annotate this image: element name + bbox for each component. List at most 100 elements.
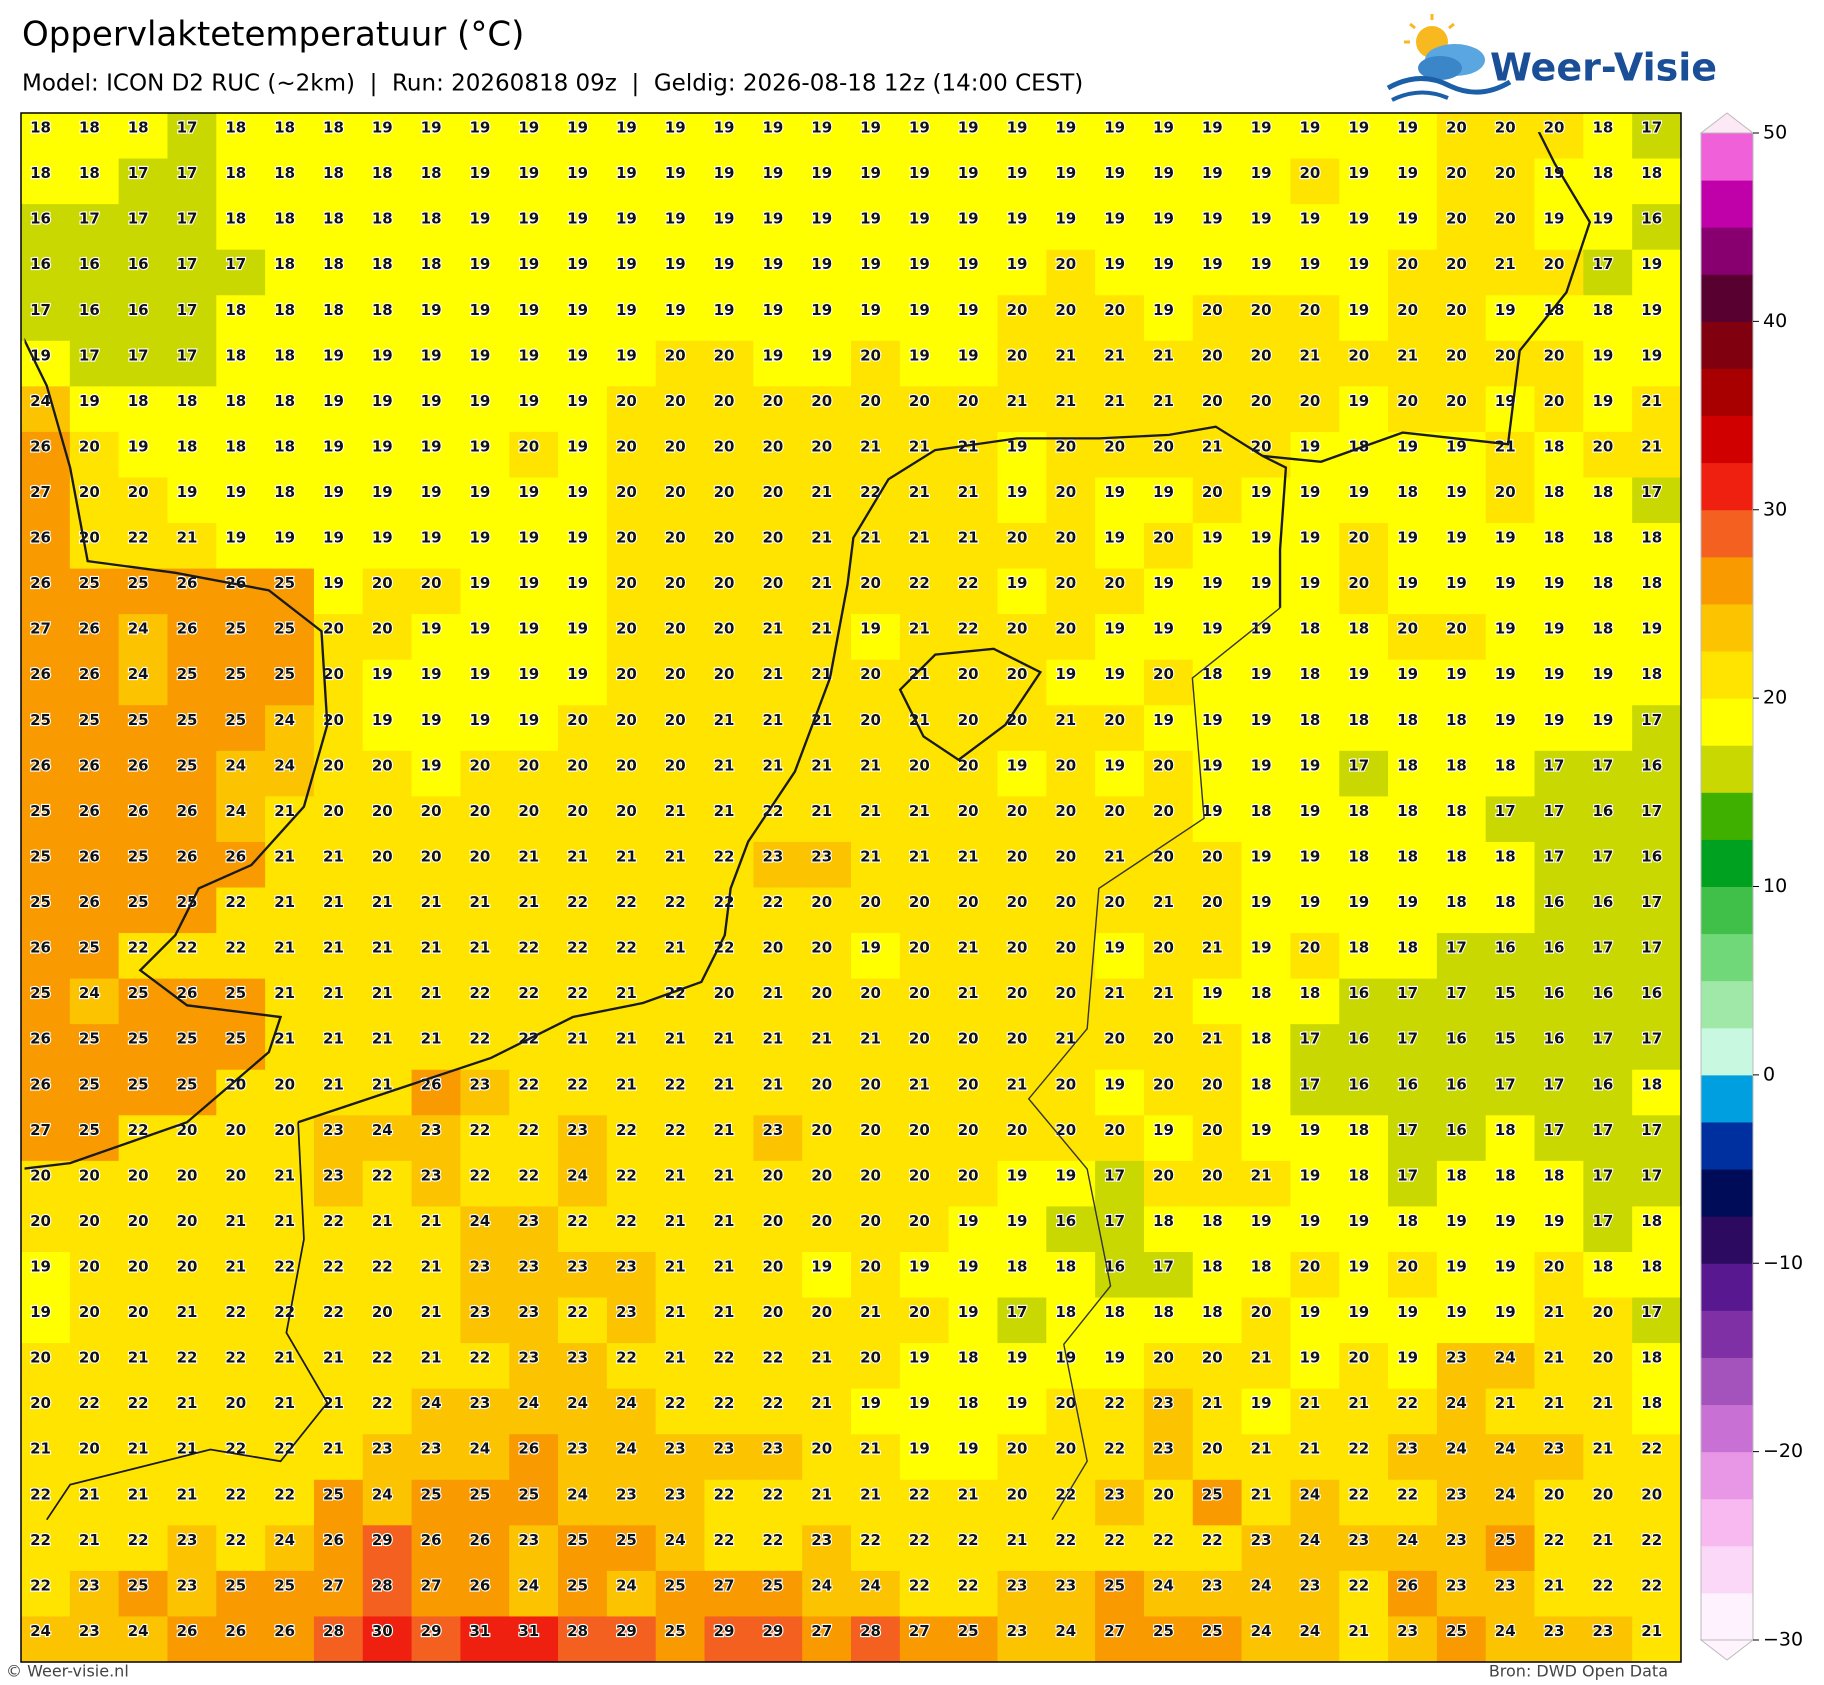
temp-cell <box>509 1343 559 1390</box>
temp-label: 23 <box>811 847 832 865</box>
temp-cell <box>753 1251 803 1299</box>
temp-label: 20 <box>909 756 930 774</box>
temp-label: 18 <box>958 1394 979 1412</box>
temp-cell <box>558 1160 608 1208</box>
temp-label: 22 <box>665 1121 686 1139</box>
temp-label: 19 <box>421 483 442 501</box>
temp-cell <box>899 614 950 661</box>
temp-label: 22 <box>616 1349 637 1367</box>
temp-cell <box>362 1479 413 1526</box>
temp-cell <box>802 1343 852 1390</box>
temp-cell <box>1632 1434 1681 1481</box>
temp-cell <box>118 568 169 615</box>
temp-cell <box>753 249 803 296</box>
temp-label: 19 <box>1007 1349 1028 1367</box>
temp-label: 21 <box>372 984 393 1002</box>
temp-label: 24 <box>1300 1622 1321 1640</box>
temp-label: 20 <box>714 529 735 547</box>
temp-label: 19 <box>1104 1349 1125 1367</box>
temp-label: 19 <box>1251 620 1272 638</box>
temp-cell <box>802 1570 852 1618</box>
temp-cell <box>1339 1479 1389 1526</box>
temp-label: 19 <box>1397 893 1418 911</box>
temp-label: 21 <box>811 529 832 547</box>
temp-label: 18 <box>1495 1166 1516 1184</box>
temp-cell <box>655 978 706 1025</box>
temp-cell <box>21 158 71 205</box>
temp-label: 19 <box>518 255 539 273</box>
temp-cell <box>1143 933 1194 980</box>
temp-cell <box>1534 1297 1584 1344</box>
temp-label: 19 <box>909 1258 930 1276</box>
temp-cell <box>1436 1251 1487 1299</box>
temp-label: 23 <box>1007 1622 1028 1640</box>
colorbar-tick-label: −20 <box>1763 1440 1803 1462</box>
temp-cell <box>997 523 1047 570</box>
temp-label: 19 <box>1397 119 1418 137</box>
temp-label: 23 <box>79 1576 100 1594</box>
temp-cell <box>362 1160 413 1208</box>
temp-cell <box>1046 659 1096 706</box>
temp-cell <box>1534 1616 1584 1662</box>
temp-label: 19 <box>421 620 442 638</box>
temp-label: 20 <box>372 802 393 820</box>
temp-cell <box>313 1024 364 1071</box>
temp-label: 24 <box>30 392 51 410</box>
temp-label: 20 <box>1397 1258 1418 1276</box>
temp-label: 18 <box>323 210 344 228</box>
temp-label: 18 <box>1251 1075 1272 1093</box>
temp-label: 21 <box>1104 346 1125 364</box>
temp-label: 20 <box>128 1212 149 1230</box>
temp-cell <box>899 568 950 615</box>
temp-label: 19 <box>470 665 491 683</box>
temp-cell <box>753 841 803 889</box>
temp-cell <box>411 1434 462 1481</box>
temp-label: 19 <box>1153 255 1174 273</box>
temp-cell <box>265 113 315 160</box>
temp-label: 24 <box>225 756 246 774</box>
colorbar-band <box>1701 933 1753 982</box>
temp-cell <box>69 204 120 251</box>
temp-cell <box>1290 1525 1340 1572</box>
temp-cell <box>899 1206 950 1253</box>
temp-cell <box>558 1297 608 1344</box>
colorbar-band <box>1701 1592 1753 1641</box>
temp-cell <box>1241 705 1292 752</box>
temp-cell <box>899 295 950 342</box>
temp-cell <box>1534 1479 1584 1526</box>
temp-label: 21 <box>860 1303 881 1321</box>
temp-cell <box>69 1570 120 1618</box>
colorbar-band <box>1701 509 1753 558</box>
temp-cell <box>1485 887 1536 934</box>
temp-label: 19 <box>762 346 783 364</box>
temp-label: 19 <box>616 164 637 182</box>
temp-label: 23 <box>177 1576 198 1594</box>
temp-cell <box>1046 340 1096 387</box>
temp-cell <box>460 1206 510 1253</box>
temp-cell <box>167 933 217 980</box>
temp-label: 19 <box>1007 119 1028 137</box>
temp-label: 25 <box>225 665 246 683</box>
temp-label: 19 <box>470 346 491 364</box>
temp-label: 20 <box>958 711 979 729</box>
temp-label: 21 <box>372 1030 393 1048</box>
temp-label: 18 <box>1202 1258 1223 1276</box>
temp-cell <box>802 841 852 889</box>
temp-cell <box>1290 978 1340 1025</box>
temp-cell <box>21 750 71 797</box>
temp-label: 29 <box>616 1622 637 1640</box>
temp-cell <box>411 1525 462 1572</box>
temp-label: 20 <box>1251 346 1272 364</box>
temp-label: 20 <box>958 1166 979 1184</box>
temp-cell <box>753 113 803 160</box>
temp-cell <box>313 568 364 615</box>
temp-cell <box>1485 204 1536 251</box>
temp-cell <box>997 933 1047 980</box>
temp-cell <box>118 705 169 752</box>
temp-label: 16 <box>1495 939 1516 957</box>
temp-label: 16 <box>1592 1075 1613 1093</box>
temp-label: 21 <box>909 665 930 683</box>
temp-label: 26 <box>79 665 100 683</box>
temp-label: 26 <box>177 620 198 638</box>
temp-cell <box>606 1024 657 1071</box>
